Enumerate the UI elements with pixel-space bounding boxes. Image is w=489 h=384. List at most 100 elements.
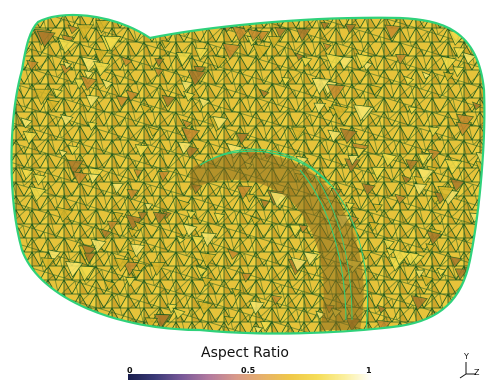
mesh-triangle [260, 321, 273, 332]
mesh-triangle [452, 66, 465, 78]
mesh-triangle [120, 56, 133, 67]
mesh-triangle [274, 27, 287, 39]
mesh-triangle [212, 116, 229, 131]
mesh-triangle [144, 317, 159, 330]
mesh-triangle [372, 203, 384, 214]
mesh-triangle [86, 320, 97, 330]
mesh-triangle [93, 60, 111, 77]
legend-tick-min: 0 [127, 366, 133, 375]
mesh-triangle [303, 251, 319, 266]
mesh-triangle [154, 57, 165, 68]
mesh-triangle [101, 78, 114, 90]
mesh-triangle [420, 274, 434, 287]
mesh-triangle [106, 220, 119, 232]
mesh-triangle [382, 238, 395, 250]
mesh-triangle [454, 268, 468, 281]
mesh-triangle [290, 126, 307, 141]
mesh-triangle [47, 249, 62, 262]
mesh-triangle [345, 202, 356, 212]
mesh-triangle [442, 71, 455, 82]
mesh-triangle [236, 185, 253, 201]
mesh-triangle [131, 269, 143, 279]
mesh-triangle [327, 129, 342, 143]
mesh-triangle [410, 295, 428, 311]
axis-z-label: Z [474, 368, 480, 377]
mesh-triangle [474, 223, 485, 234]
mesh-triangle [87, 121, 98, 131]
mesh-triangle [440, 55, 457, 71]
mesh-triangle [259, 199, 271, 209]
mesh-triangle [269, 191, 289, 208]
mesh-triangle [201, 276, 213, 287]
mesh-triangle [290, 257, 307, 272]
mesh-triangle [355, 53, 373, 69]
mesh-triangle [111, 183, 124, 195]
mesh-triangle [187, 69, 207, 87]
mesh-triangle [385, 247, 396, 257]
mesh-triangle [475, 151, 485, 169]
mesh-triangle [347, 155, 360, 166]
mesh-triangle [417, 153, 431, 166]
mesh-triangle [344, 23, 357, 35]
mesh-triangle [361, 249, 373, 261]
mesh-triangle [93, 48, 109, 63]
mesh-triangle [139, 103, 152, 115]
mesh-triangle [369, 84, 382, 96]
mesh-triangle [153, 314, 171, 330]
mesh-triangle [413, 183, 428, 197]
mesh-triangle [126, 248, 139, 260]
mesh-triangle [428, 126, 440, 137]
mesh-triangle [87, 173, 100, 185]
mesh-triangle [253, 325, 264, 334]
colorbar [128, 374, 372, 380]
mesh-triangle [416, 167, 435, 184]
mesh-triangle [437, 185, 455, 202]
mesh-triangle [241, 272, 253, 283]
mesh-triangle [246, 28, 262, 43]
mesh-triangle [175, 52, 192, 67]
mesh-triangle [147, 126, 160, 137]
mesh-triangle [65, 261, 84, 278]
mesh-triangle [259, 88, 270, 98]
mesh-triangle [32, 173, 47, 186]
mesh-triangle [33, 88, 53, 106]
mesh-triangle [245, 193, 256, 203]
mesh-triangle [113, 257, 130, 272]
mesh-triangle [95, 19, 111, 34]
mesh-triangle [403, 75, 415, 86]
mesh-triangle [125, 277, 137, 287]
mesh-triangle [83, 70, 94, 80]
mesh-triangle [55, 206, 74, 223]
mesh-triangle [29, 186, 47, 202]
mesh-triangle [248, 300, 265, 315]
mesh-triangle [326, 83, 346, 102]
mesh-triangle [182, 223, 198, 238]
mesh-triangle [177, 199, 191, 211]
mesh-triangle [313, 102, 327, 115]
mesh-triangle [115, 95, 130, 108]
mesh-triangle [371, 166, 386, 180]
mesh-triangle [181, 118, 193, 129]
mesh-triangle [81, 56, 99, 73]
mesh-triangle [157, 171, 170, 183]
mesh-triangle [152, 211, 168, 225]
mesh-triangle [455, 121, 472, 137]
mesh-triangle [394, 193, 407, 205]
mesh-triangle [182, 90, 196, 102]
mesh-triangle [353, 147, 366, 158]
mesh-triangle [235, 132, 250, 145]
axis-y-label: Y [464, 352, 469, 361]
mesh-triangle [144, 202, 154, 212]
mesh-triangle [66, 160, 84, 176]
mesh-triangle [191, 235, 205, 248]
mesh-triangle [381, 152, 398, 168]
mesh-triangle [85, 94, 100, 108]
mesh-triangle [200, 232, 218, 248]
mesh-triangle [57, 37, 76, 54]
mesh-triangle [471, 101, 482, 111]
mesh-triangle [322, 42, 332, 51]
mesh-triangle [231, 287, 242, 298]
mesh-triangle [384, 24, 402, 40]
